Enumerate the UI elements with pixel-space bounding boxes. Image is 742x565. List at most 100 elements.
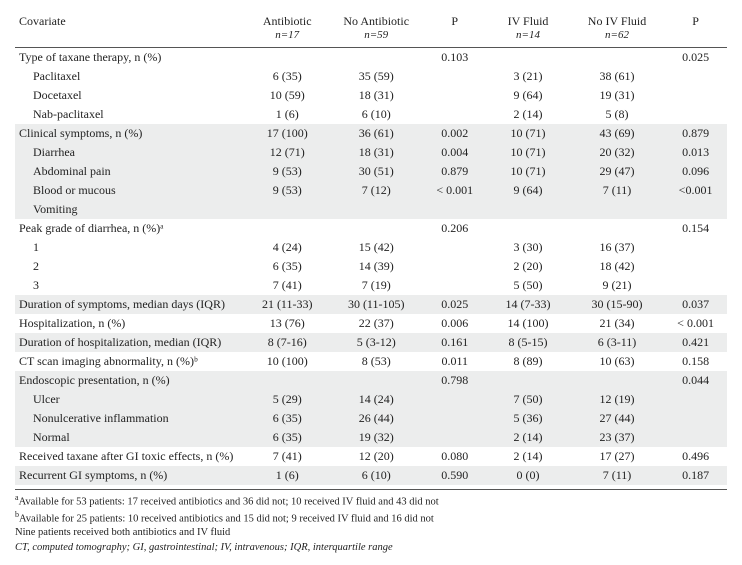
table-row: 37 (41)7 (19)5 (50)9 (21) [15, 276, 727, 295]
table-cell [664, 257, 727, 276]
col-covariate: Covariate [15, 10, 245, 48]
table-cell: 0.006 [423, 314, 486, 333]
table-cell: 8 (7-16) [245, 333, 329, 352]
table-cell: 18 (31) [329, 143, 423, 162]
col-no-iv-fluid: No IV Fluid n=62 [570, 10, 664, 48]
table-cell: <0.001 [664, 181, 727, 200]
table-row: Docetaxel10 (59)18 (31)9 (64)19 (31) [15, 86, 727, 105]
table-cell: 2 (14) [486, 428, 570, 447]
table-cell: 14 (7-33) [486, 295, 570, 314]
table-cell: 2 (14) [486, 105, 570, 124]
table-cell [245, 48, 329, 68]
table-cell: < 0.001 [423, 181, 486, 200]
table-cell: 9 (64) [486, 181, 570, 200]
table-cell: 6 (10) [329, 466, 423, 485]
table-cell: 5 (3-12) [329, 333, 423, 352]
col-iv-fluid: IV Fluid n=14 [486, 10, 570, 48]
table-cell: Duration of hospitalization, median (IQR… [15, 333, 245, 352]
table-cell: 3 (21) [486, 67, 570, 86]
table-cell [486, 371, 570, 390]
table-cell: 13 (76) [245, 314, 329, 333]
table-cell: 35 (59) [329, 67, 423, 86]
table-row: Type of taxane therapy, n (%)0.1030.025 [15, 48, 727, 68]
table-cell: Duration of symptoms, median days (IQR) [15, 295, 245, 314]
table-cell: 0.037 [664, 295, 727, 314]
table-cell: 0.154 [664, 219, 727, 238]
table-cell: 3 [15, 276, 245, 295]
table-cell [423, 238, 486, 257]
table-row: Peak grade of diarrhea, n (%)ᵃ0.2060.154 [15, 219, 727, 238]
table-cell: 21 (34) [570, 314, 664, 333]
table-cell: 19 (31) [570, 86, 664, 105]
table-cell: 0.496 [664, 447, 727, 466]
table-cell: 0.879 [664, 124, 727, 143]
footnote-a-text: Available for 53 patients: 17 received a… [19, 497, 439, 508]
table-cell [664, 238, 727, 257]
table-cell: Blood or mucous [15, 181, 245, 200]
table-cell [423, 276, 486, 295]
table-cell: 26 (44) [329, 409, 423, 428]
table-cell: 38 (61) [570, 67, 664, 86]
table-cell: Abdominal pain [15, 162, 245, 181]
footnote-b: bAvailable for 25 patients: 10 received … [15, 510, 727, 527]
table-cell: 6 (35) [245, 428, 329, 447]
table-cell: 5 (36) [486, 409, 570, 428]
table-cell: 7 (12) [329, 181, 423, 200]
table-cell [570, 200, 664, 219]
table-cell: 10 (63) [570, 352, 664, 371]
table-cell: 0.103 [423, 48, 486, 68]
table-cell: 20 (32) [570, 143, 664, 162]
table-row: CT scan imaging abnormality, n (%)ᵇ10 (1… [15, 352, 727, 371]
table-cell: 8 (53) [329, 352, 423, 371]
table-cell: 30 (51) [329, 162, 423, 181]
table-row: Endoscopic presentation, n (%)0.7980.044 [15, 371, 727, 390]
table-cell: 7 (11) [570, 466, 664, 485]
col-no-antibiotic: No Antibiotic n=59 [329, 10, 423, 48]
table-cell: Ulcer [15, 390, 245, 409]
table-cell: 6 (35) [245, 257, 329, 276]
table-cell: 2 [15, 257, 245, 276]
table-row: Abdominal pain9 (53)30 (51)0.87910 (71)2… [15, 162, 727, 181]
footnote-a: aAvailable for 53 patients: 17 received … [15, 493, 727, 510]
table-cell [245, 371, 329, 390]
table-cell: 7 (11) [570, 181, 664, 200]
table-cell: 9 (21) [570, 276, 664, 295]
table-cell: 1 [15, 238, 245, 257]
table-cell: 8 (89) [486, 352, 570, 371]
footnotes: aAvailable for 53 patients: 17 received … [15, 489, 727, 555]
table-cell: 0 (0) [486, 466, 570, 485]
table-cell [486, 48, 570, 68]
table-row: 14 (24)15 (42)3 (30)16 (37) [15, 238, 727, 257]
table-cell: 12 (20) [329, 447, 423, 466]
table-cell: 10 (71) [486, 162, 570, 181]
table-cell: CT scan imaging abnormality, n (%)ᵇ [15, 352, 245, 371]
table-cell [570, 219, 664, 238]
table-cell [245, 219, 329, 238]
table-cell: 9 (53) [245, 162, 329, 181]
table-cell: 14 (24) [329, 390, 423, 409]
table-cell: 12 (71) [245, 143, 329, 162]
table-cell [245, 200, 329, 219]
table-row: Diarrhea12 (71)18 (31)0.00410 (71)20 (32… [15, 143, 727, 162]
table-cell: 0.004 [423, 143, 486, 162]
table-cell [329, 200, 423, 219]
table-cell [486, 219, 570, 238]
table-cell: Endoscopic presentation, n (%) [15, 371, 245, 390]
table-cell: 17 (100) [245, 124, 329, 143]
table-cell [329, 371, 423, 390]
table-cell: Docetaxel [15, 86, 245, 105]
table-cell: 0.879 [423, 162, 486, 181]
table-row: Blood or mucous9 (53)7 (12)< 0.0019 (64)… [15, 181, 727, 200]
table-cell: 0.080 [423, 447, 486, 466]
table-cell: 0.206 [423, 219, 486, 238]
table-row: Duration of symptoms, median days (IQR)2… [15, 295, 727, 314]
table-cell: 0.013 [664, 143, 727, 162]
table-cell: 36 (61) [329, 124, 423, 143]
col-p2: P [664, 10, 727, 48]
table-cell: 14 (100) [486, 314, 570, 333]
table-cell [423, 428, 486, 447]
table-cell: 0.158 [664, 352, 727, 371]
table-cell: 0.421 [664, 333, 727, 352]
table-cell [664, 67, 727, 86]
table-cell [329, 219, 423, 238]
